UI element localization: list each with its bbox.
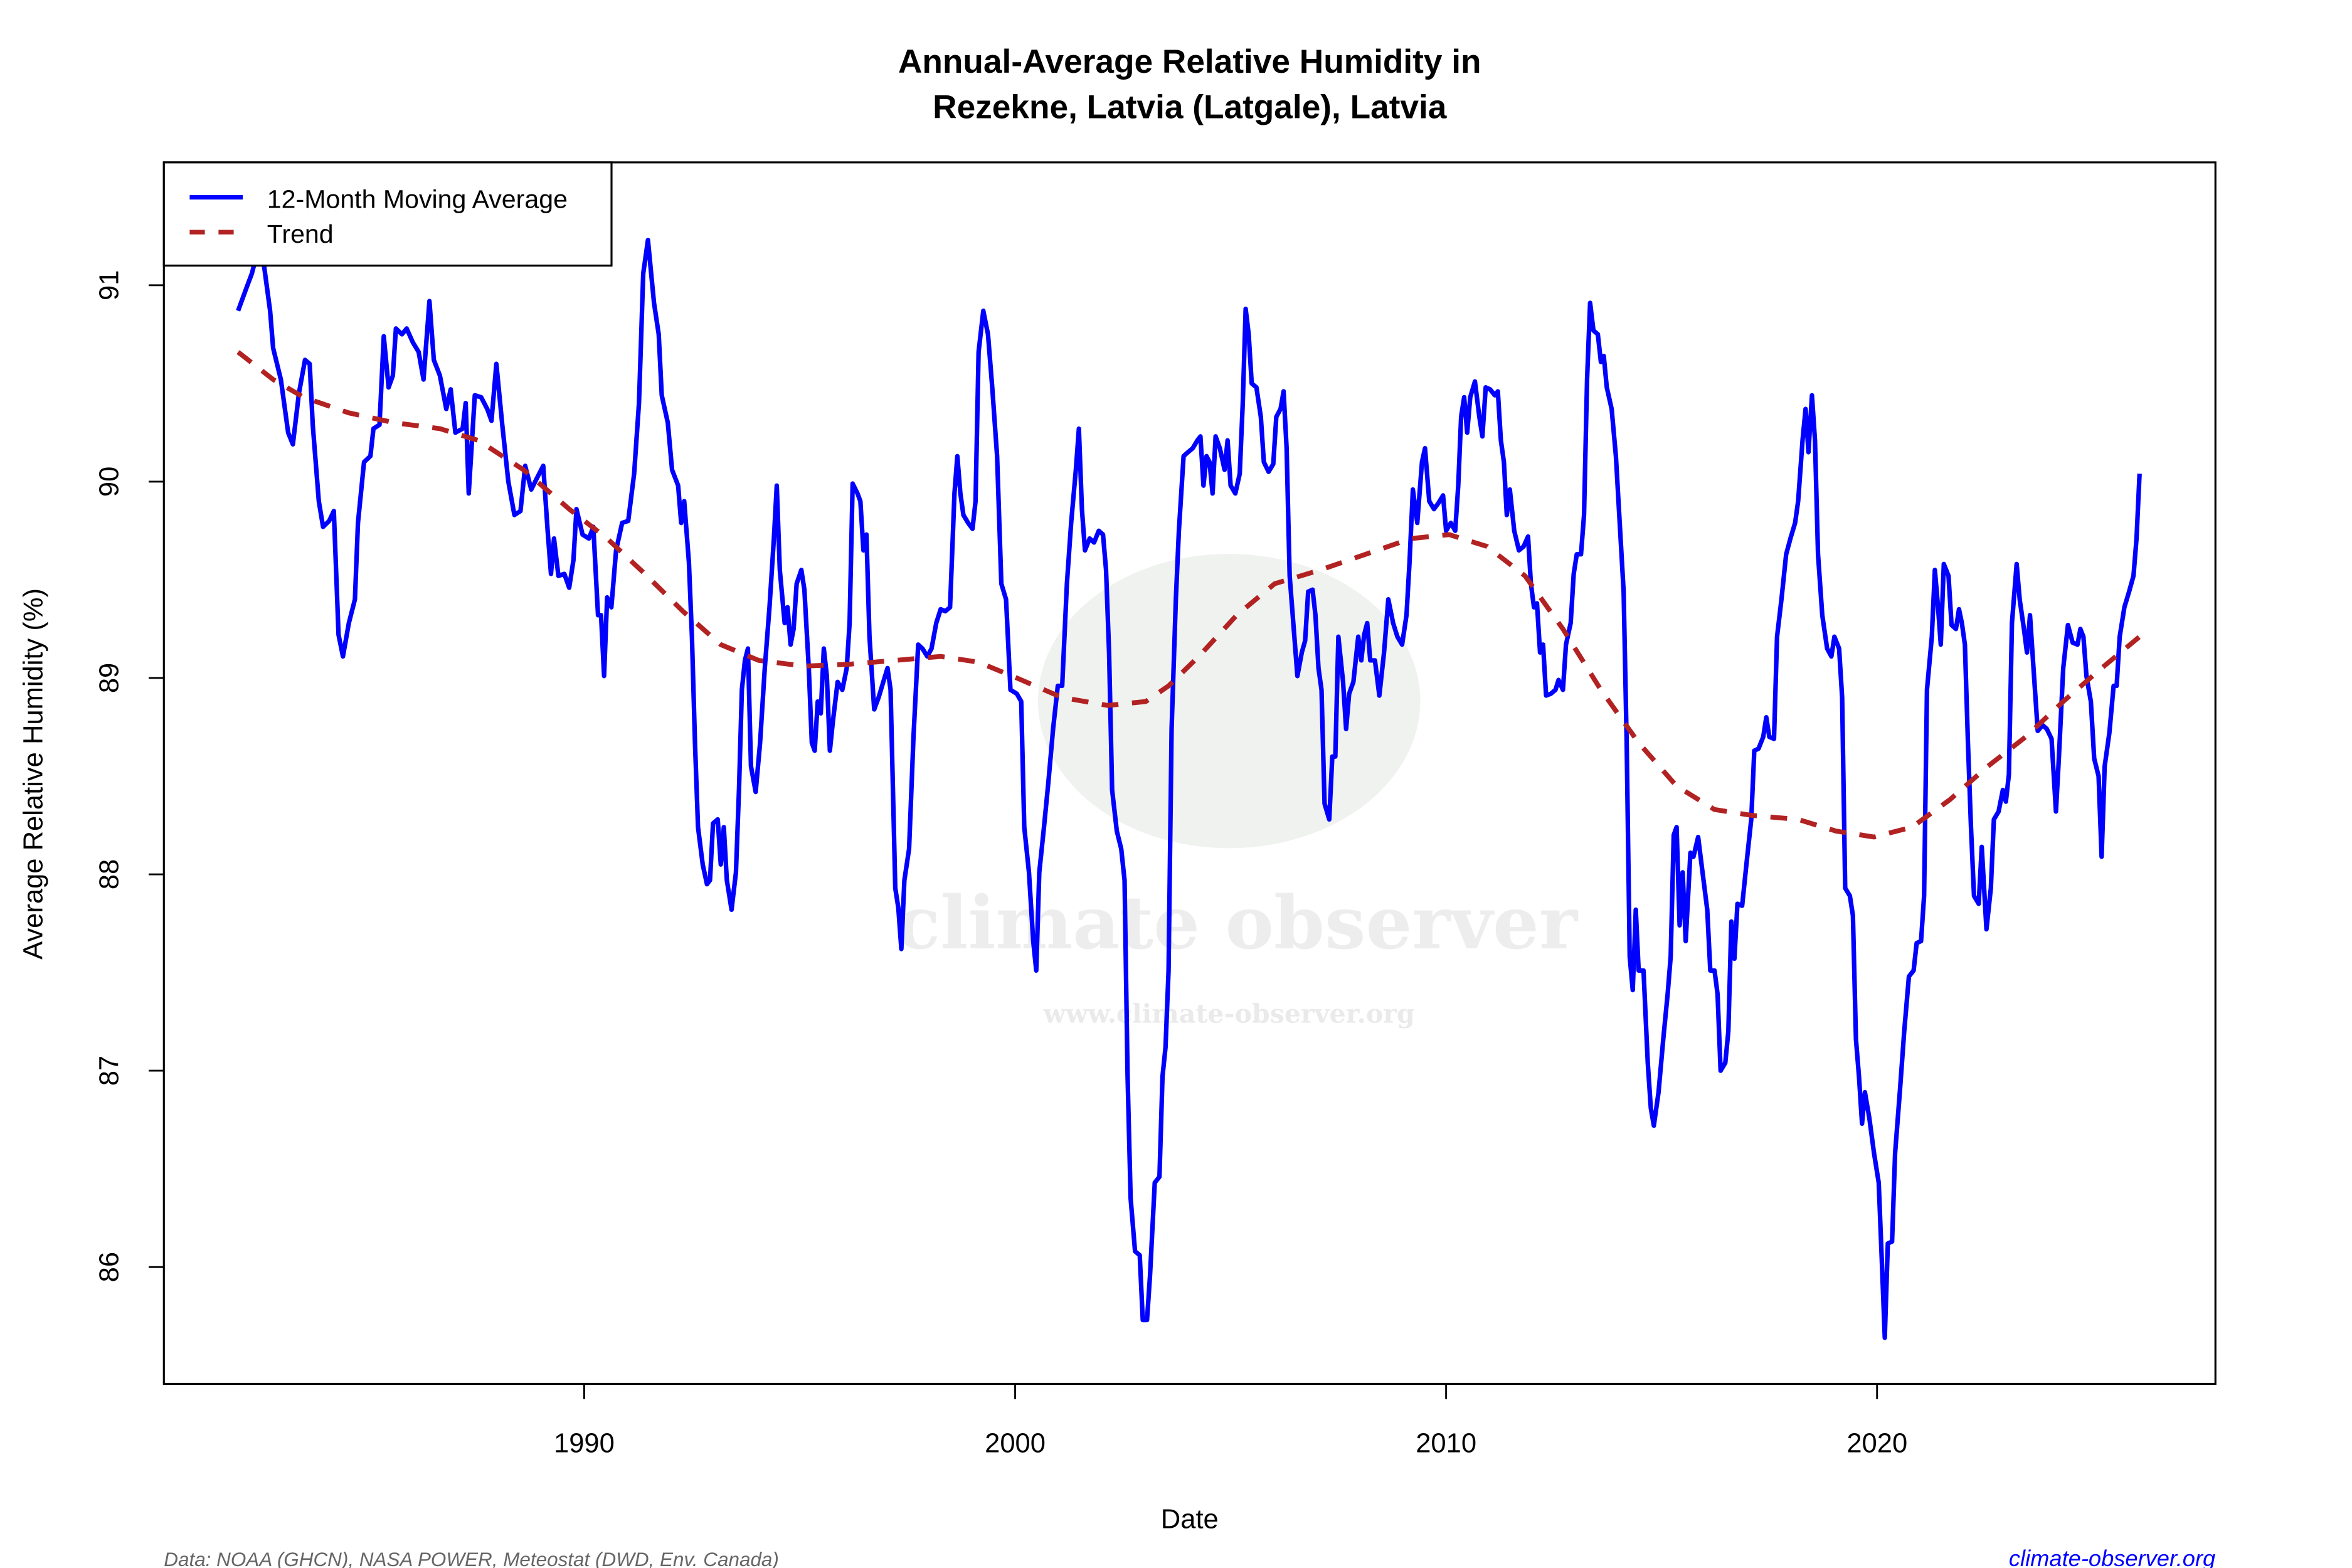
data-source: Data: NOAA (GHCN), NASA POWER, Meteostat…: [164, 1549, 779, 1568]
y-tick-label: 91: [95, 270, 125, 300]
y-axis-label: Average Relative Humidity (%): [19, 588, 49, 960]
watermark-logo: [1037, 554, 1421, 849]
x-axis-label: Date: [1161, 1504, 1219, 1534]
legend-label-moving-average: 12-Month Moving Average: [267, 184, 568, 213]
watermark-name: climate observer: [896, 881, 1579, 966]
x-tick-label: 2010: [1416, 1428, 1476, 1458]
x-tick-label: 2000: [985, 1428, 1046, 1458]
y-tick-label: 89: [95, 663, 125, 693]
watermark-url: www.climate-observer.org: [1043, 999, 1415, 1029]
y-tick-label: 87: [95, 1056, 125, 1086]
site-link[interactable]: climate-observer.org: [2009, 1545, 2215, 1568]
x-tick-label: 2020: [1846, 1428, 1907, 1458]
watermark: climate observer www.climate-observer.or…: [896, 554, 1579, 1029]
series-layer: [236, 238, 2142, 1340]
chart-title: Annual-Average Relative Humidity in: [898, 43, 1481, 80]
legend: 12-Month Moving Average Trend: [162, 161, 613, 267]
legend-label-trend: Trend: [267, 220, 334, 248]
x-tick-label: 1990: [554, 1428, 615, 1458]
plot-frame: [162, 161, 2217, 1385]
y-tick-label: 86: [95, 1252, 125, 1282]
x-axis: 1990 2000 2010 2020: [554, 1384, 1907, 1458]
series-line-trend: [236, 350, 2141, 840]
series-line-moving-average: [236, 238, 2142, 1340]
y-tick-label: 88: [95, 859, 125, 889]
chart-subtitle: Rezekne, Latvia (Latgale), Latvia: [933, 89, 1447, 126]
legend-box: [162, 161, 613, 267]
y-tick-label: 90: [95, 467, 125, 497]
y-axis: 86 87 88 89 90 91: [95, 270, 164, 1282]
